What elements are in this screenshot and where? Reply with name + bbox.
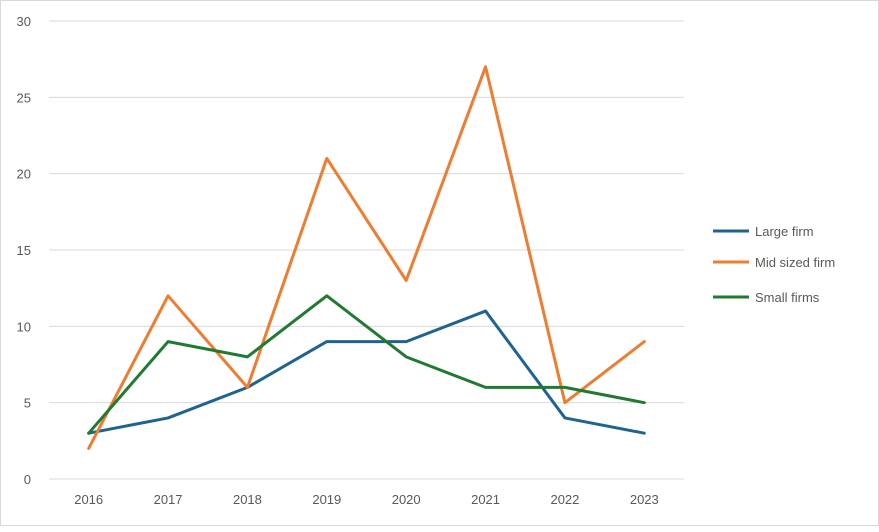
y-tick-label: 0 xyxy=(24,472,31,487)
y-tick-label: 10 xyxy=(17,319,31,334)
x-tick-label: 2020 xyxy=(392,492,421,507)
x-tick-label: 2023 xyxy=(630,492,659,507)
x-tick-label: 2016 xyxy=(74,492,103,507)
x-tick-label: 2017 xyxy=(154,492,183,507)
legend-label: Small firms xyxy=(755,290,820,305)
series-line-large-firm xyxy=(89,311,645,433)
y-tick-label: 30 xyxy=(17,14,31,29)
legend-label: Mid sized firm xyxy=(755,255,835,270)
x-tick-label: 2019 xyxy=(312,492,341,507)
x-tick-label: 2018 xyxy=(233,492,262,507)
legend-label: Large firm xyxy=(755,224,814,239)
x-tick-label: 2021 xyxy=(471,492,500,507)
y-tick-label: 20 xyxy=(17,167,31,182)
y-tick-label: 5 xyxy=(24,396,31,411)
y-tick-label: 25 xyxy=(17,90,31,105)
series-line-mid-sized-firm xyxy=(89,67,645,449)
y-tick-label: 15 xyxy=(17,243,31,258)
x-tick-label: 2022 xyxy=(550,492,579,507)
